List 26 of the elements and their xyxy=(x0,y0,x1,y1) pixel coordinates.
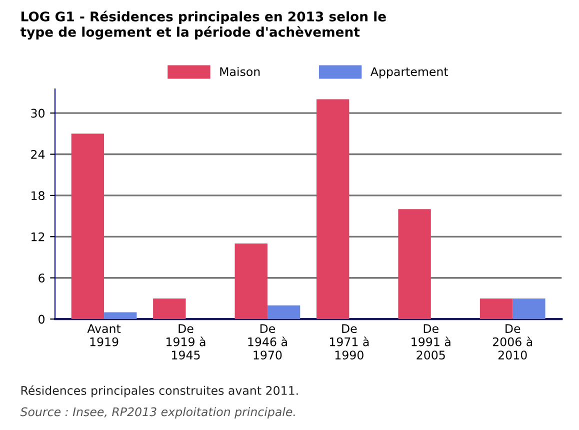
source-note: Source : Insee, RP2013 exploitation principale. xyxy=(20,407,295,419)
bar xyxy=(480,298,513,320)
bar xyxy=(512,298,546,320)
bar xyxy=(71,134,104,320)
bar xyxy=(267,305,300,320)
legend-label: Maison xyxy=(220,66,260,76)
bar xyxy=(316,99,350,320)
text: Résidences principales construites avant 2011. xyxy=(21,385,298,398)
y-tick-label: 30 xyxy=(31,108,44,118)
x-tick-label: De 1991 à 2005 xyxy=(412,324,450,360)
x-tick-label: Avant 1919 xyxy=(87,324,121,346)
y-tick-label: 18 xyxy=(32,191,44,200)
bar xyxy=(234,244,268,320)
chart-title: LOG G1 - Résidences principales en 2013 selon le type de logement et la période d'achèvement xyxy=(20,10,386,40)
y-tick-label: 0 xyxy=(38,314,44,324)
x-tick-label: De 2006 à 2010 xyxy=(492,324,532,360)
x-tick-label: De 1919 à 1945 xyxy=(166,324,206,360)
y-tick-label: 24 xyxy=(31,150,45,159)
x-tick-label: De 1971 à 1990 xyxy=(330,324,369,360)
bar xyxy=(104,312,137,320)
y-tick-label: 12 xyxy=(32,232,44,242)
x-tick-label: De 1946 à 1970 xyxy=(248,324,287,360)
y-tick-label: 6 xyxy=(38,274,45,283)
legend-label: Appartement xyxy=(370,67,448,78)
bar xyxy=(398,209,431,320)
bar xyxy=(153,298,186,320)
